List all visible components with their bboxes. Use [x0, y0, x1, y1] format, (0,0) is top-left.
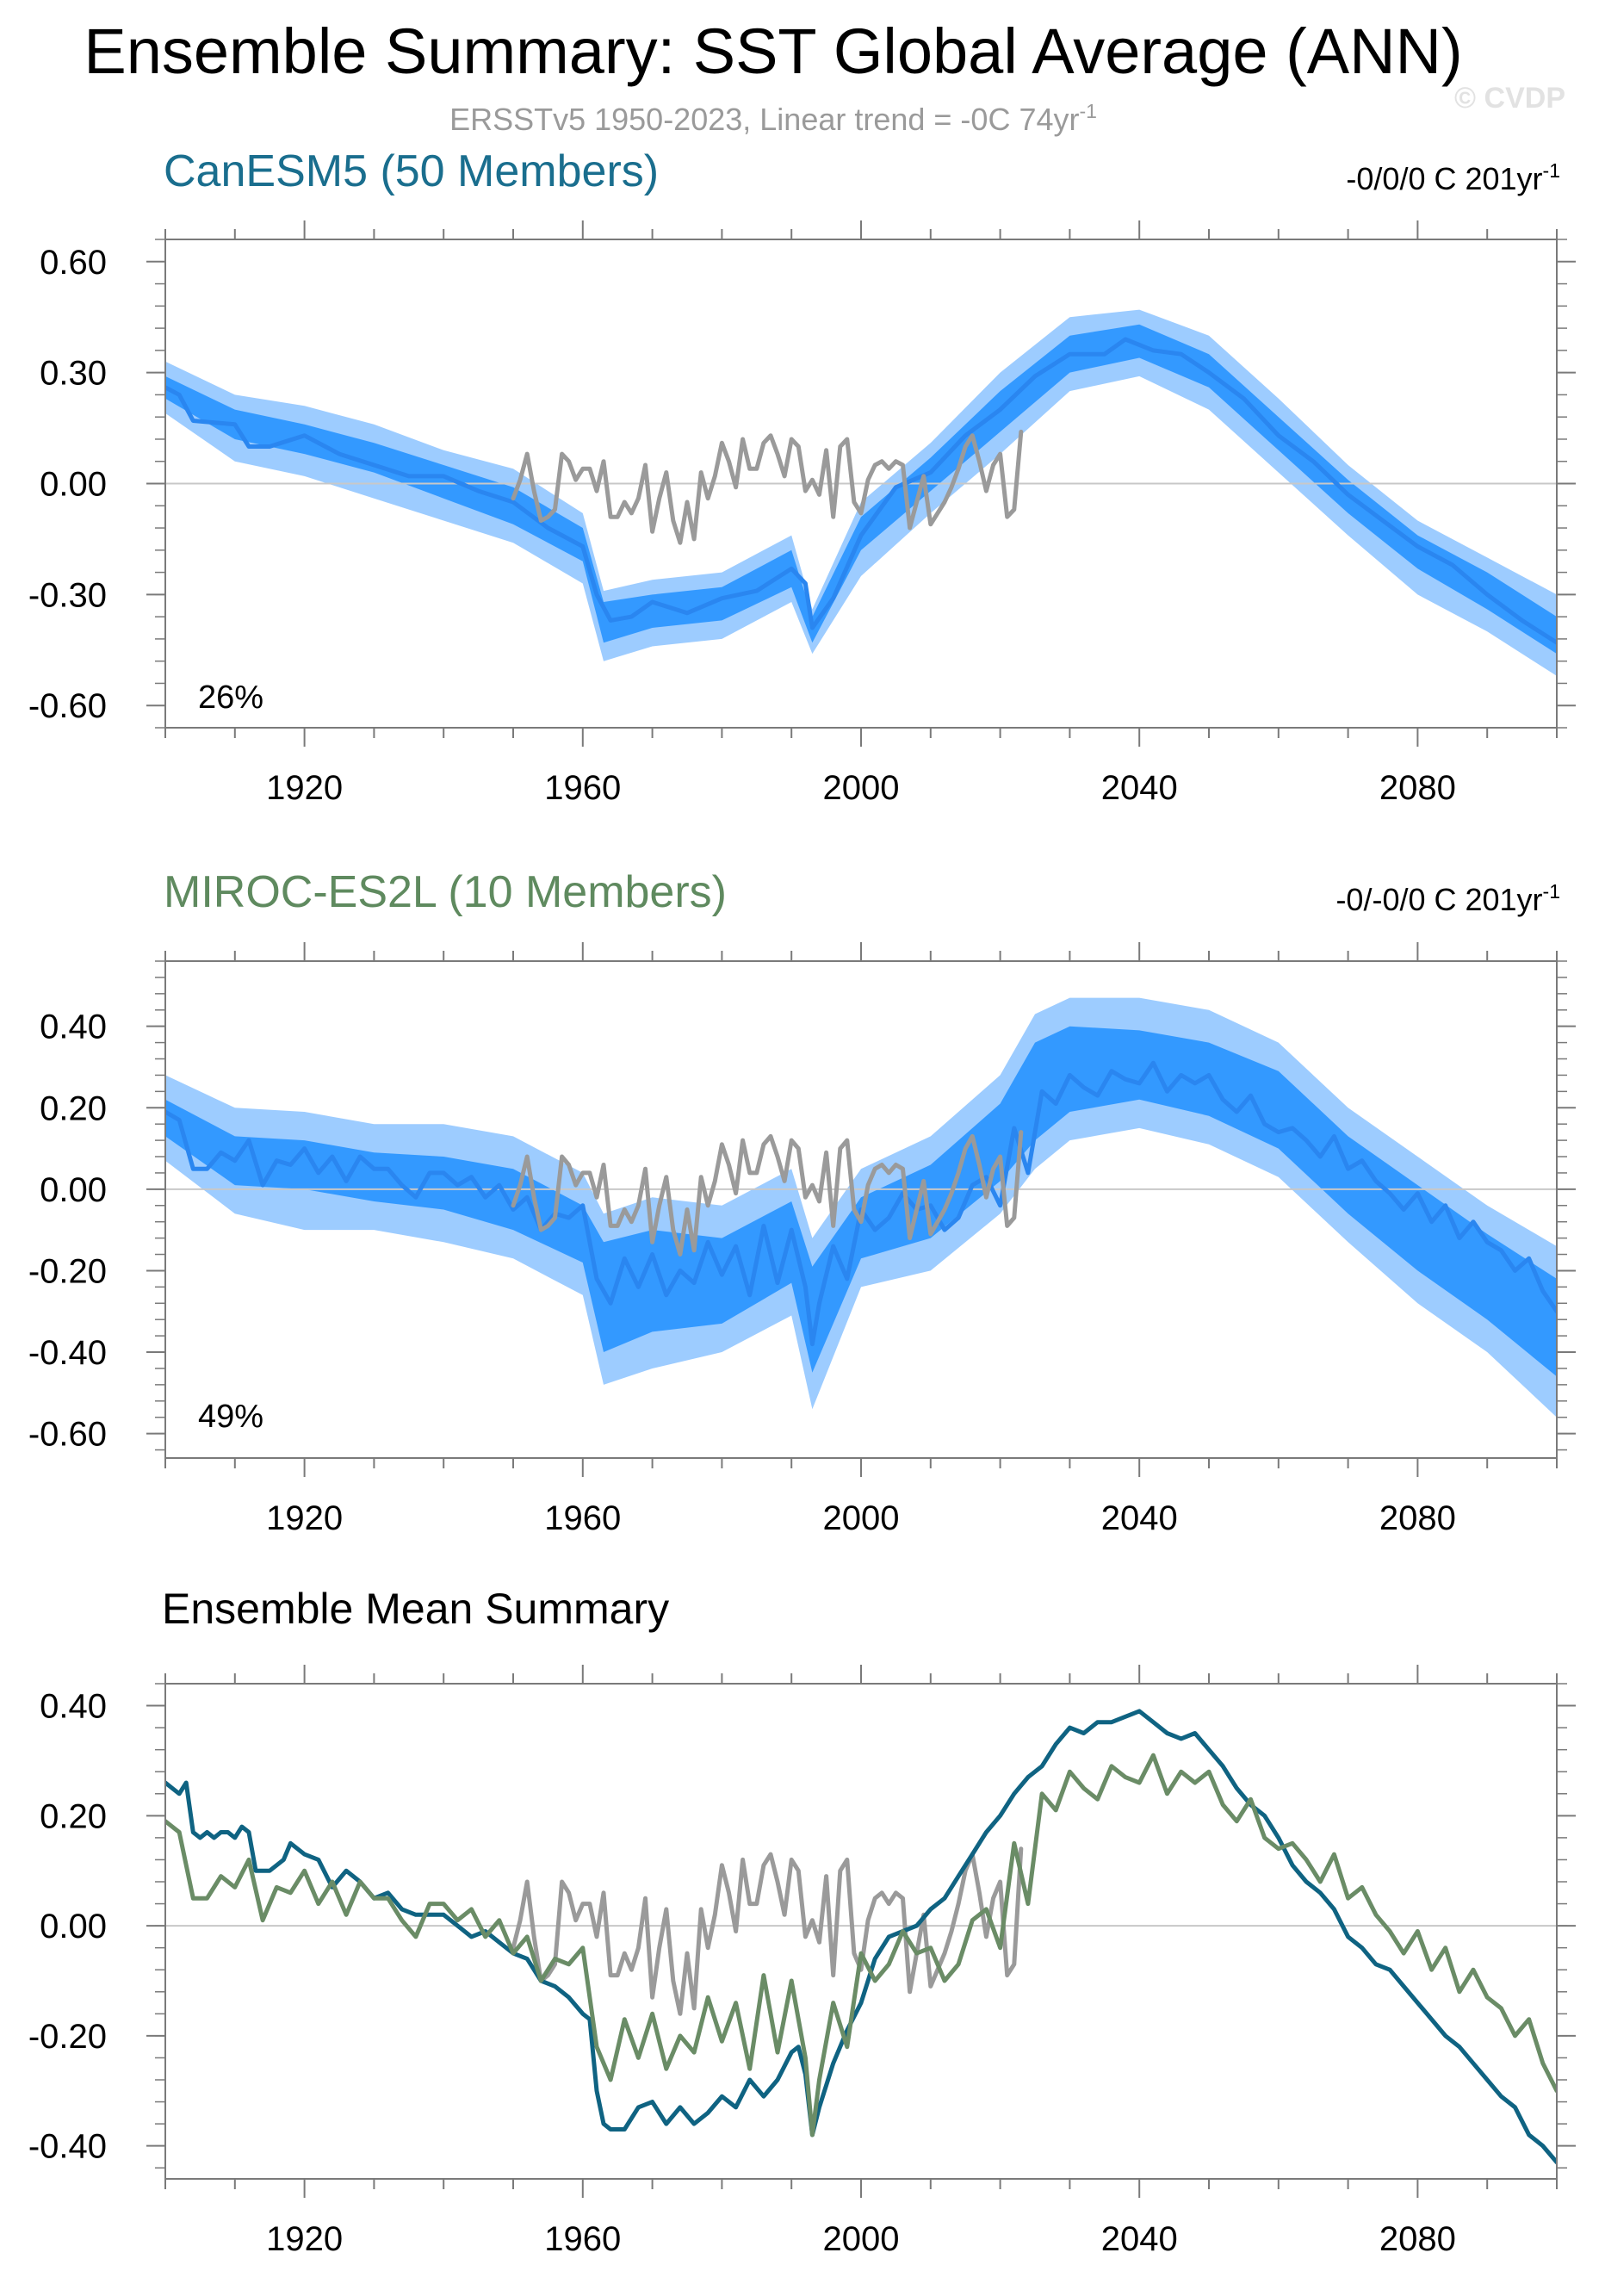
x-tick-label-2040-miroc-es2l: 2040: [1101, 1499, 1178, 1537]
trend-superscript-canesm5: -1: [1543, 159, 1560, 182]
watermark: © CVDP: [1454, 82, 1565, 115]
plot-area-miroc-es2l: [165, 997, 1557, 1418]
spread-band-inner-canesm5: [165, 324, 1557, 655]
observations-line-ersstv5-ensemble-mean: [511, 1846, 1024, 2016]
y-tick-label-0-miroc-es2l: 0.40: [40, 1008, 107, 1046]
y-tick-label-3-ensemble-mean: -0.20: [28, 2018, 107, 2056]
y-tick-label-4-miroc-es2l: -0.40: [28, 1334, 107, 1372]
mean-line-canesm5-canesm5: [165, 337, 1557, 645]
percent-label-canesm5: 26%: [198, 679, 263, 716]
observations-line-ersstv5-miroc-es2l: [511, 1130, 1024, 1257]
y-tick-label-3-canesm5: -0.30: [28, 576, 107, 614]
y-tick-label-4-canesm5: -0.60: [28, 687, 107, 725]
trend-label-canesm5: -0/0/0 C 201yr-1: [1346, 159, 1560, 196]
y-tick-label-1-canesm5: 0.30: [40, 355, 107, 393]
subtitle-text: ERSSTv5 1950-2023, Linear trend = -0C 74…: [449, 102, 1079, 137]
figure-title: Ensemble Summary: SST Global Average (AN…: [84, 16, 1462, 87]
x-tick-label-2000-canesm5: 2000: [823, 769, 900, 807]
x-tick-label-2000-ensemble-mean: 2000: [823, 2220, 900, 2258]
panel-title-ensemble-mean: Ensemble Mean Summary: [162, 1585, 669, 1633]
y-tick-label-0-canesm5: 0.60: [40, 244, 107, 282]
trend-superscript-miroc-es2l: -1: [1543, 880, 1560, 903]
spread-band-inner-miroc-es2l: [165, 1026, 1557, 1377]
x-tick-label-2080-ensemble-mean: 2080: [1379, 2220, 1456, 2258]
spread-band-outer-canesm5: [165, 309, 1557, 676]
observations-line-ersstv5-canesm5: [511, 429, 1024, 545]
panel-title-miroc-es2l: MIROC-ES2L (10 Members): [164, 867, 727, 917]
x-tick-label-1920-miroc-es2l: 1920: [266, 1499, 343, 1537]
y-tick-label-5-miroc-es2l: -0.60: [28, 1416, 107, 1454]
panel-canesm5: CanESM5 (50 Members) -0/0/0 C 201yr-1 26…: [28, 146, 1576, 807]
percent-label-miroc-es2l: 49%: [198, 1399, 263, 1435]
y-tick-label-2-canesm5: 0.00: [40, 466, 107, 504]
x-tick-label-1960-canesm5: 1960: [544, 769, 621, 807]
y-tick-label-0-ensemble-mean: 0.40: [40, 1688, 107, 1726]
trend-text-canesm5: -0/0/0 C 201yr: [1346, 161, 1542, 196]
y-tick-label-1-miroc-es2l: 0.20: [40, 1089, 107, 1127]
trend-text-miroc-es2l: -0/-0/0 C 201yr: [1335, 882, 1542, 917]
x-tick-label-2080-miroc-es2l: 2080: [1379, 1499, 1456, 1537]
y-tick-label-1-ensemble-mean: 0.20: [40, 1797, 107, 1835]
y-tick-label-3-miroc-es2l: -0.20: [28, 1252, 107, 1290]
plot-area-canesm5: [165, 309, 1557, 676]
y-tick-label-4-ensemble-mean: -0.40: [28, 2128, 107, 2166]
x-tick-label-1960-ensemble-mean: 1960: [544, 2220, 621, 2258]
y-tick-label-2-miroc-es2l: 0.00: [40, 1171, 107, 1209]
x-tick-label-2080-canesm5: 2080: [1379, 769, 1456, 807]
x-tick-label-2040-canesm5: 2040: [1101, 769, 1178, 807]
trend-label-miroc-es2l: -0/-0/0 C 201yr-1: [1335, 880, 1560, 917]
panel-ensemble-mean-summary: Ensemble Mean Summary 1920 1960 2000 2040 20…: [28, 1585, 1576, 2258]
y-tick-label-2-ensemble-mean: 0.00: [40, 1908, 107, 1945]
subtitle-superscript: -1: [1079, 100, 1096, 122]
x-tick-label-1960-miroc-es2l: 1960: [544, 1499, 621, 1537]
x-tick-label-1920-ensemble-mean: 1920: [266, 2220, 343, 2258]
panel-miroc-es2l: MIROC-ES2L (10 Members) -0/-0/0 C 201yr-…: [28, 867, 1576, 1537]
mean-line-miroc-es2l-miroc-es2l: [165, 1060, 1557, 1347]
mean-line-canesm5-ensemble-mean: [165, 1709, 1557, 2165]
x-tick-label-1920-canesm5: 1920: [266, 769, 343, 807]
figure-subtitle: ERSSTv5 1950-2023, Linear trend = -0C 74…: [449, 100, 1097, 137]
panel-title-canesm5: CanESM5 (50 Members): [164, 146, 659, 196]
mean-line-miroc-es2l-ensemble-mean: [165, 1753, 1557, 2138]
x-tick-label-2000-miroc-es2l: 2000: [823, 1499, 900, 1537]
x-tick-label-2040-ensemble-mean: 2040: [1101, 2220, 1178, 2258]
plot-area-ensemble-mean: [165, 1709, 1557, 2165]
